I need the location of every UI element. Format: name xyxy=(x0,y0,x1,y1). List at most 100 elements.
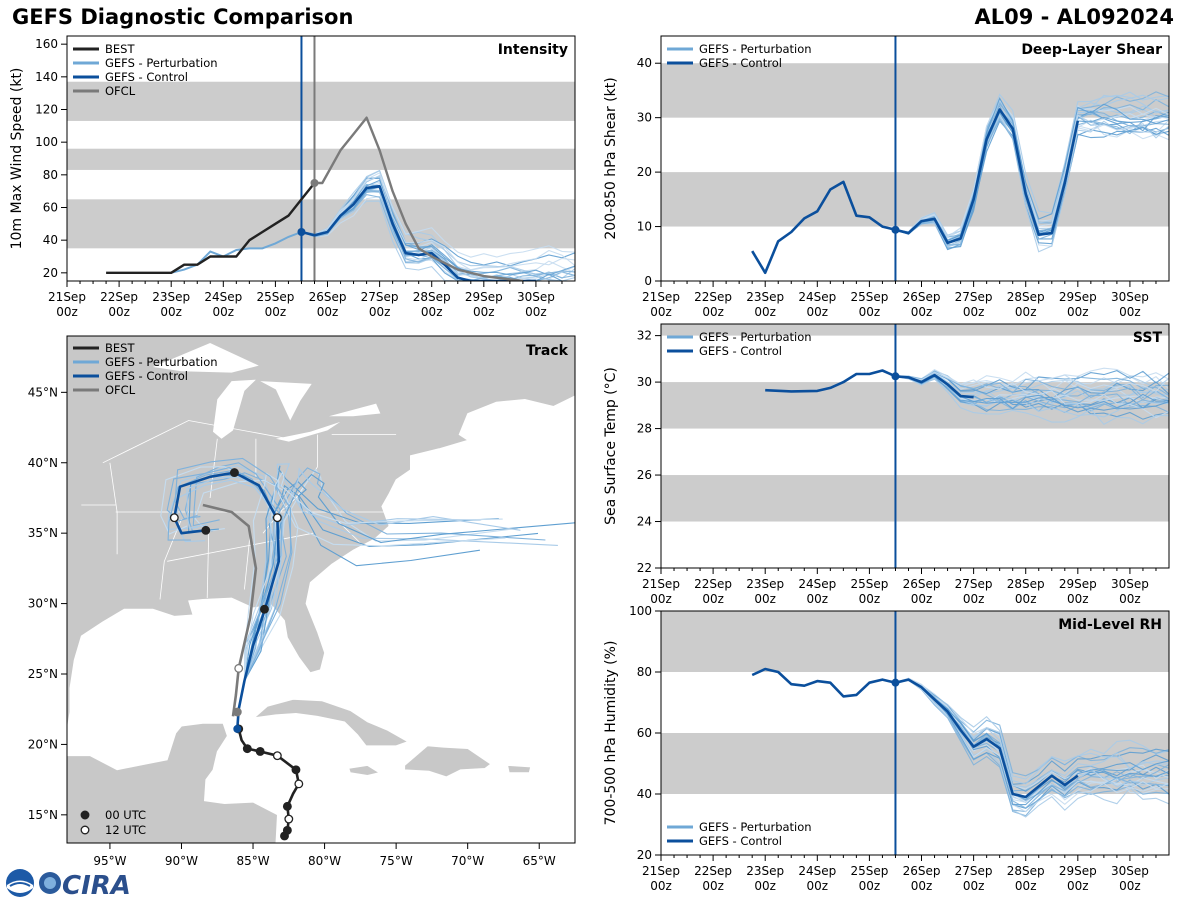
intensity-panel-label: Intensity xyxy=(498,42,568,58)
rh-y-tick-label: 60 xyxy=(637,726,652,740)
rh-x-tick-label: 00z xyxy=(1015,879,1037,893)
rh-band-0 xyxy=(661,733,1169,794)
intensity-ofcl-line xyxy=(314,116,524,281)
sst-band-2 xyxy=(661,324,1169,336)
track-y-tick-label: 20°N xyxy=(28,737,58,751)
intensity-x-tick-label: 23Sep xyxy=(152,290,190,304)
rh-perturbation-line xyxy=(895,679,1169,813)
track-control-marker xyxy=(272,513,282,523)
track-best-marker xyxy=(242,744,252,754)
sst-panel-label: SST xyxy=(1133,330,1163,346)
intensity-x-tick-label: 30Sep xyxy=(517,290,555,304)
sst-y-tick-label: 30 xyxy=(637,375,652,389)
track-best-marker xyxy=(284,814,294,824)
sst-y-tick-label: 32 xyxy=(637,329,652,343)
intensity-y-tick-label: 160 xyxy=(35,37,58,51)
intensity-legend-label: OFCL xyxy=(105,84,136,98)
rh-x-tick-label: 28Sep xyxy=(1007,864,1045,878)
sst-x-tick-label: 00z xyxy=(1119,592,1141,606)
lake-ontario xyxy=(328,403,381,417)
track-marker-legend-label: 12 UTC xyxy=(105,823,146,837)
sst-x-tick-label: 00z xyxy=(963,592,985,606)
sst-x-tick-label: 00z xyxy=(1015,592,1037,606)
track-best-marker xyxy=(291,765,301,775)
sst-x-tick-label: 00z xyxy=(702,592,724,606)
shear-x-tick-label: 25Sep xyxy=(850,290,888,304)
track-x-tick-label: 90°W xyxy=(165,854,198,868)
panel-shear: 21Sep00z22Sep00z23Sep00z24Sep00z25Sep00z… xyxy=(603,35,1170,319)
rh-x-tick-label: 30Sep xyxy=(1111,864,1149,878)
track-ofcl-marker xyxy=(234,663,244,673)
sst-init-point xyxy=(891,372,900,381)
track-control-marker xyxy=(260,604,269,614)
track-legend-label: GEFS - Control xyxy=(105,369,188,383)
sst-x-tick-label: 00z xyxy=(1067,592,1089,606)
intensity-gefs-control-line xyxy=(301,185,536,281)
state-line xyxy=(244,533,251,590)
shear-x-tick-label: 21Sep xyxy=(642,290,680,304)
track-x-tick-label: 85°W xyxy=(236,854,269,868)
intensity-x-tick-label: 00z xyxy=(473,305,495,319)
track-legend-label: OFCL xyxy=(105,383,136,397)
shear-perturbation-line xyxy=(895,115,1169,253)
track-y-tick-label: 25°N xyxy=(28,667,58,681)
intensity-legend-label: GEFS - Perturbation xyxy=(105,56,218,70)
intensity-perturbation-line xyxy=(301,200,575,281)
intensity-x-tick-label: 28Sep xyxy=(413,290,451,304)
track-ofcl-line xyxy=(202,503,258,717)
intensity-y-tick-label: 100 xyxy=(35,135,58,149)
shear-x-tick-label: 00z xyxy=(754,305,776,319)
sst-y-axis-label: Sea Surface Temp (°C) xyxy=(603,367,619,525)
rh-x-tick-label: 00z xyxy=(754,879,776,893)
track-perturbation-line xyxy=(236,472,506,729)
rh-x-tick-label: 23Sep xyxy=(746,864,784,878)
svg-text:CIRA: CIRA xyxy=(62,871,131,900)
track-best-marker xyxy=(294,779,304,789)
shear-x-tick-label: 26Sep xyxy=(903,290,941,304)
rh-panel-label: Mid-Level RH xyxy=(1058,617,1162,633)
state-line xyxy=(167,532,314,562)
track-best-marker xyxy=(282,801,292,811)
rh-perturbation-line xyxy=(895,678,1169,785)
sst-x-tick-label: 24Sep xyxy=(798,577,836,591)
intensity-x-tick-label: 29Sep xyxy=(465,290,503,304)
rh-init-point xyxy=(891,678,900,687)
sst-y-tick-label: 26 xyxy=(637,468,652,482)
track-y-tick-label: 45°N xyxy=(28,385,58,399)
sst-x-tick-label: 27Sep xyxy=(955,577,993,591)
intensity-band-2 xyxy=(67,81,575,121)
shear-x-tick-label: 00z xyxy=(963,305,985,319)
sst-x-tick-label: 25Sep xyxy=(850,577,888,591)
sst-x-tick-label: 22Sep xyxy=(694,577,732,591)
shear-y-tick-label: 30 xyxy=(637,111,652,125)
shear-x-tick-label: 29Sep xyxy=(1059,290,1097,304)
sst-x-tick-label: 28Sep xyxy=(1007,577,1045,591)
rh-legend-label: GEFS - Perturbation xyxy=(699,820,812,834)
rh-x-tick-label: 27Sep xyxy=(955,864,993,878)
shear-legend-label: GEFS - Control xyxy=(699,56,782,70)
track-marker-legend-symbol xyxy=(80,825,90,835)
shear-x-tick-label: 00z xyxy=(859,305,881,319)
shear-x-tick-label: 00z xyxy=(1067,305,1089,319)
rh-x-tick-label: 00z xyxy=(702,879,724,893)
intensity-perturbation-line xyxy=(170,231,302,274)
state-line xyxy=(206,533,210,599)
track-perturbation-line xyxy=(236,471,503,729)
track-control-marker xyxy=(229,468,239,478)
shear-x-tick-label: 27Sep xyxy=(955,290,993,304)
track-best-marker xyxy=(272,751,282,761)
intensity-band-1 xyxy=(67,148,575,170)
intensity-y-axis-label: 10m Max Wind Speed (kt) xyxy=(9,68,25,250)
rh-x-tick-label: 22Sep xyxy=(694,864,732,878)
shear-y-tick-label: 0 xyxy=(644,274,652,288)
track-ofcl-marker xyxy=(232,707,242,717)
track-y-tick-label: 30°N xyxy=(28,597,58,611)
intensity-x-tick-label: 00z xyxy=(369,305,391,319)
shear-y-tick-label: 10 xyxy=(637,220,652,234)
storm-id: AL09 - AL092024 xyxy=(974,5,1175,29)
intensity-x-tick-label: 00z xyxy=(265,305,287,319)
sst-perturbation-line xyxy=(895,369,1169,419)
track-legend-label: BEST xyxy=(105,341,135,355)
